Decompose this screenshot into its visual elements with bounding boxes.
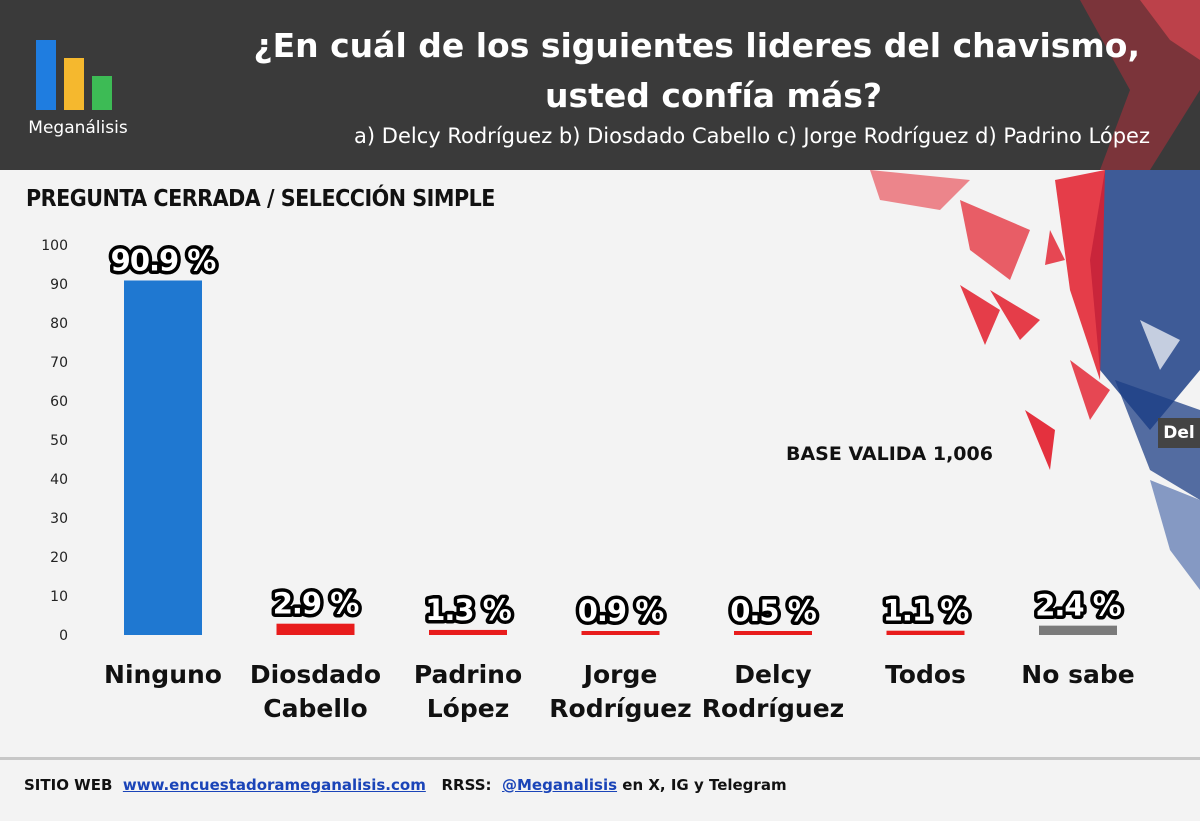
x-category-label: Diosdado Cabello <box>250 660 381 723</box>
bar <box>1039 625 1117 635</box>
question-type-label: PREGUNTA CERRADA / SELECCIÓN SIMPLE <box>26 186 495 212</box>
bar <box>581 631 660 635</box>
footer-divider <box>0 757 1200 760</box>
x-category-label: Padrino López <box>414 660 522 723</box>
x-category-label-line: Jorge <box>582 660 658 689</box>
logo-bar-green <box>92 76 112 110</box>
x-category-label-line: Todos <box>885 660 966 689</box>
x-category-label-line: Rodríguez <box>702 694 844 723</box>
y-tick-label: 10 <box>50 589 68 605</box>
x-category-label-line: Padrino <box>414 660 522 689</box>
flag-decoration-body <box>870 170 1200 590</box>
y-tick-label: 90 <box>50 277 68 293</box>
logo-text: Meganálisis <box>28 118 128 138</box>
meganalisis-logo: Meganálisis <box>28 38 128 148</box>
y-tick-label: 20 <box>50 550 68 566</box>
watermark-tag: Del <box>1158 418 1200 448</box>
y-tick-label: 50 <box>50 433 68 449</box>
x-category-label: Jorge Rodríguez <box>549 660 691 723</box>
bar <box>734 631 812 635</box>
answer-options: a) Delcy Rodríguez b) Diosdado Cabello c… <box>354 124 1150 148</box>
bar-chart: 0 10 20 30 40 50 60 70 80 90 100 90.9 % Ninguno 2.9 %… <box>41 238 1134 723</box>
y-tick-label: 100 <box>41 238 68 254</box>
x-category-label-line: Rodríguez <box>549 694 691 723</box>
rrss-label: RRSS: <box>441 776 492 794</box>
logo-bar-yellow <box>64 58 84 110</box>
data-label: 0.5 % <box>730 594 816 628</box>
x-category-label-line: Cabello <box>263 694 367 723</box>
y-tick-label: 40 <box>50 472 68 488</box>
title-line-2: usted confía más? <box>545 76 882 115</box>
social-networks: en X, IG y Telegram <box>622 776 787 794</box>
x-category-label-line: López <box>427 694 510 723</box>
data-label: 2.9 % <box>273 587 359 621</box>
bar <box>429 629 507 635</box>
data-label: 2.4 % <box>1035 589 1121 623</box>
bar <box>124 280 202 635</box>
data-label: 1.1 % <box>883 594 969 628</box>
y-tick-label: 30 <box>50 511 68 527</box>
data-label: 90.9 % <box>111 243 217 277</box>
x-category-label: No sabe <box>1021 660 1134 689</box>
y-tick-label: 70 <box>50 355 68 371</box>
flag-decoration <box>1080 0 1200 170</box>
data-label: 1.3 % <box>425 593 511 627</box>
title-line-1: ¿En cuál de los siguientes lideres del c… <box>253 26 1140 65</box>
x-category-label-line: Delcy <box>734 660 811 689</box>
x-category-label-line: Ninguno <box>104 660 222 689</box>
y-tick-label: 80 <box>50 316 68 332</box>
bar <box>276 623 355 635</box>
x-category-label: Todos <box>885 660 966 689</box>
x-category-label: Delcy Rodríguez <box>702 660 844 723</box>
bar <box>886 630 965 635</box>
x-category-label-line: No sabe <box>1021 660 1134 689</box>
y-tick-label: 0 <box>59 628 68 644</box>
social-handle-link[interactable]: @Meganalisis <box>502 776 618 794</box>
y-tick-label: 60 <box>50 394 68 410</box>
logo-bar-blue <box>36 40 56 110</box>
site-label: SITIO WEB <box>24 776 113 794</box>
base-note: BASE VALIDA 1,006 <box>786 443 993 465</box>
x-category-label-line: Diosdado <box>250 660 381 689</box>
bar-logo-icon <box>36 40 112 110</box>
data-label: 0.9 % <box>578 594 664 628</box>
header-banner: Meganálisis ¿En cuál de los siguientes l… <box>0 0 1200 170</box>
site-link[interactable]: www.encuestadorameganalisis.com <box>122 776 426 794</box>
x-category-label: Ninguno <box>104 660 222 689</box>
footer: SITIO WEB www.encuestadorameganalisis.co… <box>24 776 787 794</box>
